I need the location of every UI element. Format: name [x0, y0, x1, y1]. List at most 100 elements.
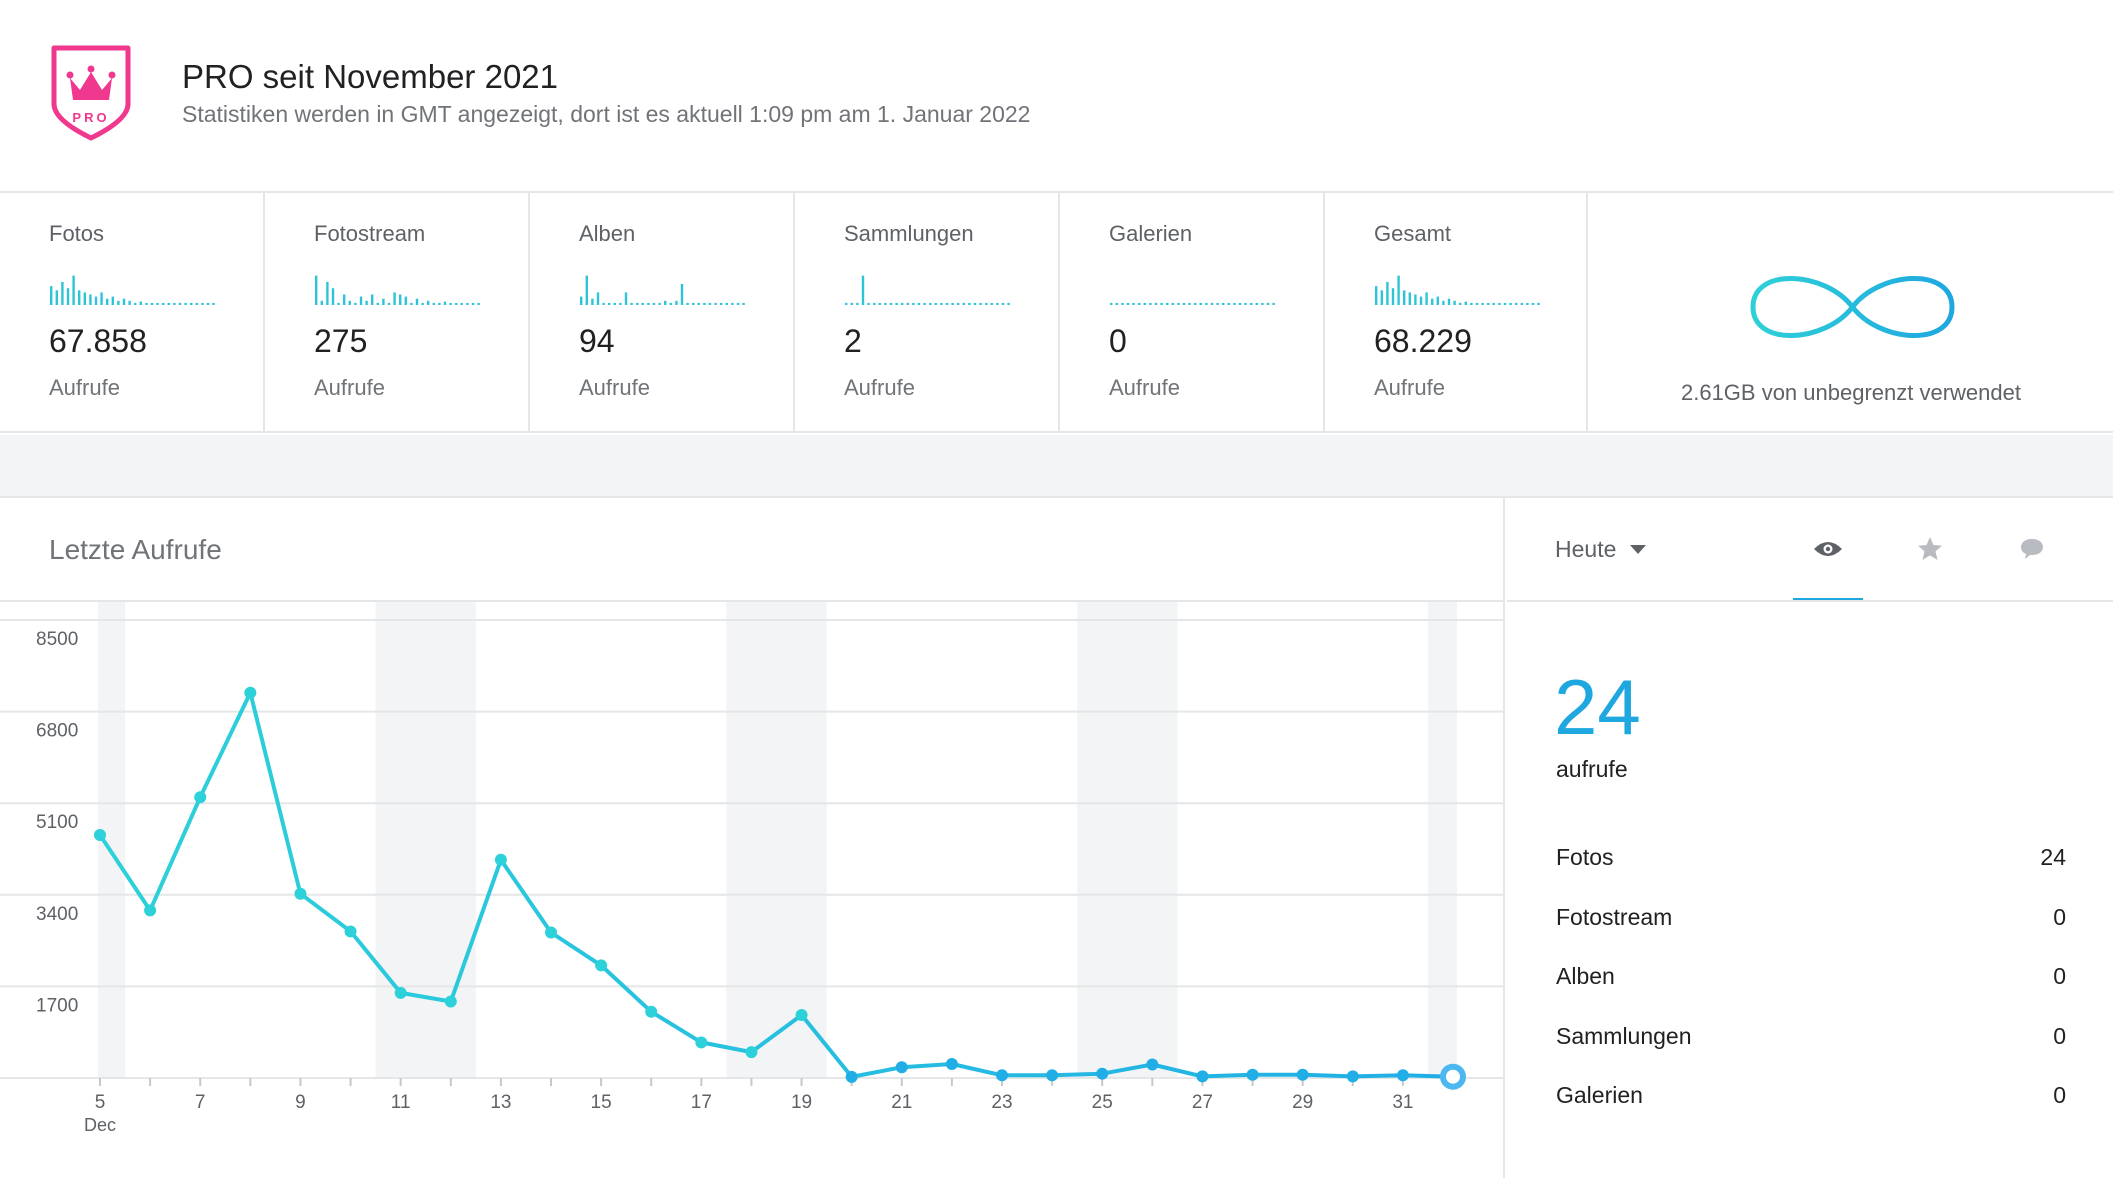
sparkline-bar: [720, 302, 723, 305]
sparkline-bar: [128, 300, 131, 305]
sparkline-bar: [94, 296, 98, 305]
sparkline-bar: [326, 281, 329, 305]
breakdown-value: 0: [2053, 1082, 2066, 1109]
stat-unit: Aufrufe: [844, 375, 915, 400]
tab-views[interactable]: [1793, 498, 1863, 602]
sparkline-bar: [636, 302, 639, 305]
sparkline-bar: [856, 302, 859, 305]
data-point[interactable]: [945, 1057, 958, 1070]
sparkline-bar: [1188, 302, 1191, 305]
data-point[interactable]: [845, 1070, 858, 1083]
data-point[interactable]: [94, 828, 106, 841]
data-point[interactable]: [1346, 1070, 1359, 1083]
sparkline-bar: [1380, 290, 1383, 305]
sparkline: [1375, 275, 1540, 305]
data-point[interactable]: [1296, 1068, 1309, 1081]
data-point[interactable]: [1396, 1069, 1409, 1082]
today-views-count: 24: [1554, 663, 1641, 751]
sparkline-bar: [50, 286, 53, 305]
data-point[interactable]: [144, 904, 157, 917]
sparkline: [845, 275, 1010, 305]
sparkline-bar: [167, 302, 170, 305]
sparkline-bar: [580, 296, 583, 305]
x-tick-label: 17: [691, 1092, 712, 1113]
data-point[interactable]: [1196, 1070, 1209, 1083]
stat-card-gesamt[interactable]: Gesamt 68.229 Aufrufe: [1325, 193, 1588, 433]
data-point[interactable]: [1096, 1067, 1109, 1080]
sparkline-bar: [1216, 302, 1219, 305]
sparkline-bar: [1166, 302, 1169, 305]
tab-comments[interactable]: [1997, 498, 2067, 600]
sparkline-bar: [973, 302, 977, 305]
data-point[interactable]: [1146, 1058, 1159, 1071]
data-point[interactable]: [545, 926, 557, 939]
tab-favorites[interactable]: [1895, 498, 1965, 600]
sparkline-bar: [212, 302, 215, 305]
sparkline-bar: [990, 302, 993, 305]
sparkline-bar: [1110, 302, 1113, 305]
sparkline-bar: [1132, 302, 1135, 305]
stat-card-fotos[interactable]: Fotos 67.858 Aufrufe: [0, 193, 265, 433]
sparkline-bar: [343, 294, 346, 305]
stat-card-fotostream[interactable]: Fotostream 275 Aufrufe: [265, 193, 530, 433]
data-point[interactable]: [444, 995, 457, 1008]
storage-usage-text: 2.61GB von unbegrenzt verwendet: [1680, 380, 2021, 405]
data-point[interactable]: [745, 1046, 758, 1059]
sparkline-bar: [1509, 302, 1512, 305]
sparkline-bar: [608, 302, 611, 305]
data-point[interactable]: [595, 959, 608, 972]
sparkline-bar: [1177, 302, 1180, 305]
stat-card-sammlungen[interactable]: Sammlungen 2 Aufrufe: [795, 193, 1060, 433]
sparkline-bar: [686, 302, 689, 305]
sparkline-bar: [912, 302, 915, 305]
sparkline-bar: [1375, 286, 1378, 305]
sparkline-bar: [968, 302, 971, 305]
sparkline-bar: [404, 296, 407, 305]
period-dropdown[interactable]: Heute: [1555, 536, 1647, 563]
sparkline-bar: [714, 302, 717, 305]
stat-card-alben[interactable]: Alben 94 Aufrufe: [530, 193, 795, 433]
comment-icon: [2021, 539, 2043, 559]
data-point[interactable]: [244, 686, 257, 699]
data-point[interactable]: [1246, 1068, 1259, 1081]
y-tick-label: 6800: [36, 721, 78, 742]
sparkline-bar: [906, 302, 909, 305]
panel-title: Letzte Aufrufe: [49, 534, 222, 565]
sparkline-bar: [162, 302, 165, 305]
sparkline-bar: [359, 296, 363, 305]
y-tick-label: 5100: [36, 812, 78, 833]
x-tick-label: 5: [95, 1092, 106, 1113]
sparkline-bar: [647, 302, 650, 305]
data-point[interactable]: [996, 1069, 1008, 1082]
data-point[interactable]: [695, 1036, 708, 1049]
sparkline: [580, 275, 745, 305]
current-point[interactable]: [1440, 1063, 1466, 1090]
stat-value: 275: [314, 323, 368, 359]
stat-label: Gesamt: [1374, 221, 1452, 246]
data-point[interactable]: [1046, 1069, 1059, 1082]
data-point[interactable]: [194, 791, 207, 804]
sparkline-bar: [658, 302, 661, 305]
data-point[interactable]: [394, 986, 407, 999]
x-tick-label: 7: [195, 1092, 206, 1113]
eye-icon: [1814, 542, 1842, 556]
data-point[interactable]: [494, 853, 507, 866]
stat-card-galerien[interactable]: Galerien 0 Aufrufe: [1060, 193, 1325, 433]
x-tick-label: 15: [591, 1092, 612, 1113]
sparkline-bar: [731, 302, 734, 305]
sparkline-bar: [61, 281, 64, 305]
sparkline-bar: [1244, 302, 1247, 305]
sparkline-bar: [1194, 302, 1197, 305]
views-line-chart[interactable]: 1700 3400 5100 6800 8500 5 7 9 11 13 15 17 19 21 23 25 2…: [0, 602, 1505, 1178]
data-point[interactable]: [645, 1005, 658, 1018]
data-point[interactable]: [294, 887, 307, 900]
sparkline-bar: [1470, 302, 1473, 305]
data-point[interactable]: [344, 925, 357, 938]
sparkline-bar: [669, 302, 672, 305]
breakdown-value: 24: [2040, 844, 2066, 871]
sparkline-bar: [66, 288, 70, 305]
data-point[interactable]: [895, 1061, 908, 1074]
sparkline-bar: [460, 302, 463, 305]
y-tick-label: 1700: [36, 995, 78, 1016]
data-point[interactable]: [795, 1008, 808, 1021]
